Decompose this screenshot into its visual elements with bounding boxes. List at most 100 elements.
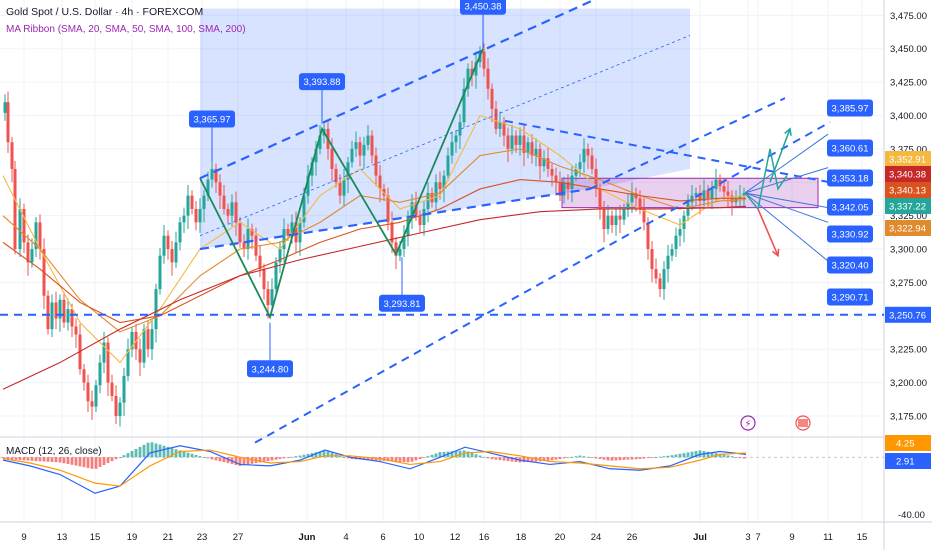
macd-histogram-bar [558, 457, 562, 459]
macd-histogram-bar [450, 451, 454, 458]
candle-body [370, 135, 374, 156]
macd-histogram-bar [622, 457, 626, 460]
candle-body [234, 202, 238, 223]
swing-callout-text: 3,244.80 [252, 364, 289, 375]
candle-body [54, 302, 58, 319]
macd-tag-text: 4.25 [896, 439, 915, 450]
candle-body [94, 385, 98, 407]
target-label-box [827, 99, 873, 117]
candle-body [602, 208, 606, 230]
swing-callout-text: 3,293.81 [384, 299, 421, 310]
macd-histogram-bar [418, 457, 422, 459]
macd-tag: 4.25 [885, 435, 931, 451]
candle-body [338, 182, 342, 196]
macd-histogram-bar [682, 453, 686, 458]
macd-line [2, 445, 747, 494]
candle-body [362, 144, 366, 156]
channel-lower-line [199, 187, 591, 251]
candle-body [270, 289, 274, 306]
macd-histogram-bar [470, 452, 474, 458]
candle-body [470, 68, 474, 76]
flash-icon [740, 415, 756, 431]
macd-histogram-bar [510, 457, 514, 462]
channel-extension [589, 97, 786, 190]
candle-body [290, 222, 294, 236]
candle-body [666, 255, 670, 270]
candle-body [294, 222, 298, 243]
macd-histogram-bar [218, 457, 222, 462]
candle-body [98, 362, 102, 386]
candle-body [214, 168, 218, 183]
macd-histogram-bar [118, 457, 122, 459]
time-tick: 6 [380, 532, 385, 543]
macd-histogram-bar [34, 457, 38, 462]
candle-body [506, 135, 510, 149]
macd-histogram-bar [90, 457, 94, 469]
candle-body [194, 208, 198, 223]
candlesticks [3, 43, 746, 427]
candle-body [106, 342, 110, 383]
candle-body [170, 249, 174, 263]
candle-body [142, 329, 146, 363]
candle-body [606, 215, 610, 230]
candle-body [562, 182, 566, 196]
macd-histogram-bar [350, 457, 354, 460]
target-label-text: 3,353.18 [832, 174, 869, 185]
macd-histogram-bar [234, 457, 238, 465]
price-tick: 3,300.00 [890, 245, 927, 256]
price-tick: 3,450.00 [890, 44, 927, 55]
candle-body [70, 309, 74, 327]
candle-body [254, 235, 258, 256]
macd-histogram-bar [110, 457, 114, 462]
macd-histogram-bar [22, 457, 26, 461]
macd-label: MACD (12, 26, close) [6, 446, 102, 457]
macd-histogram-bar [526, 457, 530, 462]
candle-body [162, 235, 166, 256]
candle-body [742, 192, 746, 196]
swing-callout: 3,293.81 [379, 294, 425, 312]
macd-histogram-bar [506, 457, 510, 462]
candle-body [722, 186, 726, 192]
macd-histogram-bar [258, 457, 262, 463]
macd-histogram-bar [30, 457, 34, 461]
macd-histogram-bar [482, 456, 486, 458]
price-tag-text: 3,340.13 [889, 186, 926, 197]
candle-body [698, 192, 702, 201]
macd-histogram-bar [162, 445, 166, 458]
candle-body [206, 179, 210, 196]
macd-histogram-bar [74, 457, 78, 466]
time-tick: 16 [479, 532, 490, 543]
macd-histogram-bar [686, 452, 690, 458]
candle-body [646, 222, 650, 250]
candle-body [530, 142, 534, 156]
hline-tag-box [885, 306, 931, 323]
channel-shading [200, 8, 819, 250]
price-tag-text: 3,340.38 [889, 170, 926, 181]
candle-body [122, 375, 126, 403]
candle-body [342, 179, 346, 196]
macd-histogram-bar [546, 457, 550, 461]
macd-histogram-bar [154, 443, 158, 458]
candle-body [502, 122, 506, 136]
candle-body [554, 175, 558, 183]
ma-line [2, 114, 747, 364]
swing-callout-box [299, 73, 345, 91]
macd-histogram-bar [290, 456, 294, 458]
target-label-text: 3,360.61 [832, 144, 869, 155]
macd-histogram-bar [566, 457, 570, 459]
macd-tag: 2.91 [885, 453, 931, 469]
macd-histogram-bar [142, 444, 146, 458]
candle-body [218, 182, 222, 196]
candle-body [82, 369, 86, 383]
target-label: 3,353.18 [827, 169, 873, 187]
candle-body [178, 222, 182, 243]
candle-body [566, 182, 570, 189]
price-tick: 3,275.00 [890, 278, 927, 289]
target-label: 3,320.40 [827, 256, 873, 274]
macd-histogram-bar [262, 457, 266, 462]
target-label: 3,385.97 [827, 99, 873, 117]
time-tick: 27 [233, 532, 244, 543]
time-tick: 13 [57, 532, 68, 543]
macd-histogram-bar [214, 457, 218, 461]
